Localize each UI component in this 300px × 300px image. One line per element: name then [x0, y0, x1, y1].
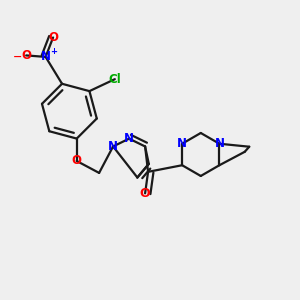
- Text: N: N: [177, 137, 187, 150]
- Text: N: N: [124, 132, 134, 145]
- Text: N: N: [108, 140, 118, 153]
- Text: O: O: [72, 154, 82, 167]
- Text: O: O: [21, 49, 31, 62]
- Text: +: +: [50, 47, 58, 56]
- Text: N: N: [40, 50, 51, 63]
- Text: O: O: [140, 187, 150, 200]
- Text: N: N: [214, 137, 224, 150]
- Text: O: O: [48, 31, 58, 44]
- Text: −: −: [13, 52, 22, 62]
- Text: Cl: Cl: [108, 73, 121, 86]
